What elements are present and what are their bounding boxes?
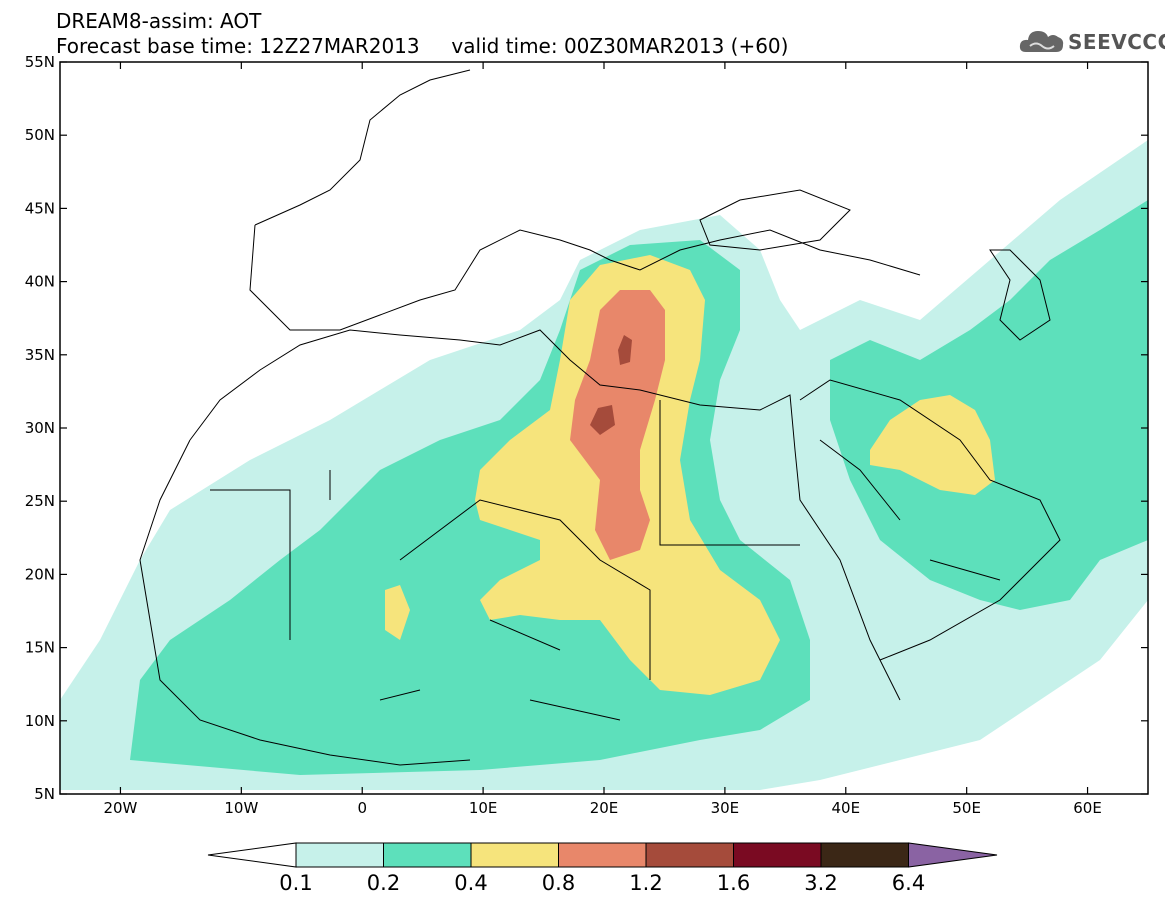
lat-tick-label: 15N bbox=[25, 639, 55, 657]
aot-band-0.4 bbox=[385, 255, 995, 695]
latitude-axis: 55N 50N 45N 40N 35N 30N 25N 20N 15N 10N 5N bbox=[25, 53, 1148, 803]
lat-tick-label: 25N bbox=[25, 492, 55, 510]
colorbar-label: 0.2 bbox=[367, 871, 400, 895]
logo-text: SEEVCCC bbox=[1068, 30, 1165, 54]
cloud-icon bbox=[1019, 31, 1064, 52]
lat-tick-label: 50N bbox=[25, 126, 55, 144]
colorbar-label: 0.8 bbox=[542, 871, 575, 895]
coastlines bbox=[139, 69, 1061, 766]
colorbar-label: 3.2 bbox=[804, 871, 837, 895]
lon-tick-label: 50E bbox=[952, 799, 981, 817]
seevccc-logo: SEEVCCC bbox=[1018, 24, 1165, 58]
lon-tick-label: 40E bbox=[831, 799, 860, 817]
coastline-black-sea bbox=[699, 189, 851, 251]
colorbar-label: 1.6 bbox=[717, 871, 750, 895]
lat-tick-label: 20N bbox=[25, 565, 55, 583]
lon-tick-label: 60E bbox=[1073, 799, 1102, 817]
coastline-arabia bbox=[799, 379, 1061, 661]
lon-tick-label: 30E bbox=[711, 799, 740, 817]
lat-tick-label: 5N bbox=[34, 785, 55, 803]
aot-band-0.8 bbox=[570, 290, 665, 560]
title-line-2: Forecast base time: 12Z27MAR2013 valid t… bbox=[56, 34, 789, 58]
coastline-west-africa bbox=[139, 439, 471, 766]
coastline-caspian bbox=[989, 249, 1051, 341]
lon-tick-label: 20E bbox=[590, 799, 619, 817]
lat-tick-label: 55N bbox=[25, 53, 55, 71]
border-lines bbox=[210, 400, 1001, 721]
colorbar-swatch bbox=[470, 842, 559, 868]
colorbar-under-triangle bbox=[207, 842, 297, 868]
colorbar-swatch bbox=[733, 842, 822, 868]
colorbar-label: 0.1 bbox=[279, 871, 312, 895]
colorbar-swatch bbox=[383, 842, 472, 868]
longitude-axis: 20W 10W 0 10E 20E 30E 40E 50E 60E bbox=[103, 62, 1102, 817]
lat-tick-label: 40N bbox=[25, 273, 55, 291]
colorbar-label: 6.4 bbox=[892, 871, 925, 895]
aot-field bbox=[60, 140, 1148, 790]
lon-tick-label: 10E bbox=[469, 799, 498, 817]
colorbar: 0.1 0.2 0.4 0.8 1.2 1.6 3.2 6.4 bbox=[207, 842, 998, 895]
colorbar-label: 1.2 bbox=[629, 871, 662, 895]
aot-band-1.2 bbox=[590, 335, 632, 435]
lat-tick-label: 45N bbox=[25, 199, 55, 217]
colorbar-swatch bbox=[645, 842, 734, 868]
coastline-north-africa bbox=[189, 329, 901, 701]
title-line-1: DREAM8-assim: AOT bbox=[56, 9, 262, 33]
colorbar-swatch bbox=[558, 842, 647, 868]
colorbar-over-triangle bbox=[908, 842, 998, 868]
lon-tick-label: 10W bbox=[224, 799, 258, 817]
lat-tick-label: 30N bbox=[25, 419, 55, 437]
lat-tick-label: 35N bbox=[25, 346, 55, 364]
colorbar-swatch bbox=[820, 842, 909, 868]
lon-tick-label: 20W bbox=[103, 799, 137, 817]
colorbar-swatch bbox=[295, 842, 384, 868]
colorbar-label: 0.4 bbox=[454, 871, 487, 895]
lat-tick-label: 10N bbox=[25, 712, 55, 730]
coastline-europe bbox=[249, 69, 921, 331]
lon-tick-label: 0 bbox=[357, 799, 367, 817]
